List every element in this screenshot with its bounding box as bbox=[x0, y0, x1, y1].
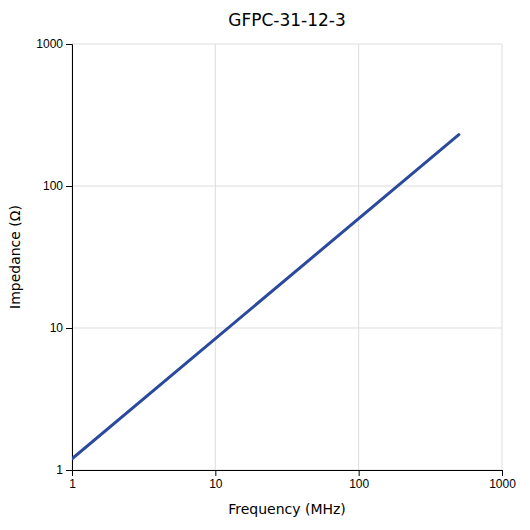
tick-label: 10 bbox=[50, 321, 64, 335]
x-axis-title: Frequency (MHz) bbox=[228, 501, 346, 517]
y-grid-line bbox=[72, 328, 502, 329]
tick-label: 1 bbox=[56, 463, 63, 477]
axis-line bbox=[73, 471, 503, 477]
y-grid-line bbox=[72, 186, 502, 187]
tick-label: 100 bbox=[43, 179, 63, 193]
tick-mark bbox=[66, 328, 72, 329]
marks bbox=[72, 135, 459, 459]
axis-line bbox=[66, 45, 73, 471]
tick-mark bbox=[66, 186, 72, 187]
tick: 100 bbox=[43, 179, 72, 193]
line bbox=[72, 135, 459, 459]
y-grid-line bbox=[72, 44, 502, 45]
tick-mark bbox=[66, 470, 72, 471]
tick: 1 bbox=[56, 463, 72, 477]
tick-mark bbox=[502, 470, 503, 476]
y-axis: 1 10 100 1000 bbox=[36, 37, 72, 477]
tick-mark bbox=[66, 44, 72, 45]
tick: 1000 bbox=[36, 37, 72, 51]
tick-label: 1000 bbox=[489, 477, 516, 491]
tick-label: 10 bbox=[209, 477, 223, 491]
tick-label: 1000 bbox=[36, 37, 63, 51]
y-axis-title: Impedance (Ω) bbox=[7, 205, 23, 309]
x-grid-line bbox=[502, 44, 503, 470]
tick-label: 100 bbox=[349, 477, 369, 491]
tick: 1 bbox=[69, 470, 76, 491]
chart: 1 10 100 1000 1 10 100 1000 GFPC-31-12-3 Frequenc… bbox=[0, 0, 530, 530]
tick: 1000 bbox=[489, 470, 516, 491]
tick: 10 bbox=[50, 321, 72, 335]
tick-label: 1 bbox=[69, 477, 76, 491]
tick-mark bbox=[215, 470, 216, 476]
x-axis: 1 10 100 1000 bbox=[69, 470, 516, 491]
tick-mark bbox=[359, 470, 360, 476]
title: GFPC-31-12-3 bbox=[228, 10, 346, 30]
tick: 100 bbox=[349, 470, 369, 491]
plot-area: 1 10 100 1000 1 10 100 1000 bbox=[36, 37, 516, 490]
x-grid-line bbox=[215, 44, 216, 470]
x-grid-line bbox=[358, 44, 359, 470]
grid bbox=[72, 44, 502, 470]
tick: 10 bbox=[209, 470, 223, 491]
